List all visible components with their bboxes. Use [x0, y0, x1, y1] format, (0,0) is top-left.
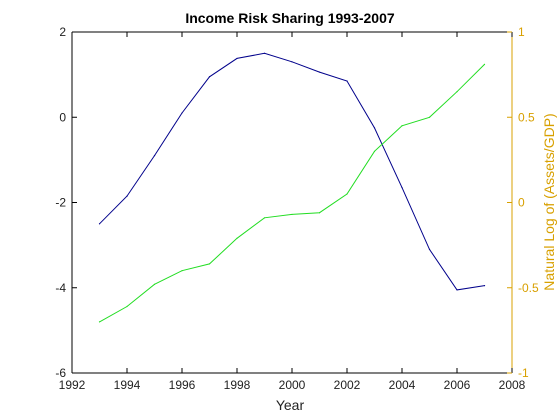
data-point-right [181, 270, 183, 272]
data-point-left [346, 80, 348, 82]
data-point-left [373, 127, 376, 129]
y2-tick-label: -0.5 [518, 281, 539, 295]
y-tick-label: 2 [59, 25, 66, 39]
data-point-right [318, 212, 321, 214]
data-point-left [428, 248, 431, 250]
data-point-left [181, 112, 183, 114]
data-point-right [98, 321, 101, 323]
data-point-left [291, 61, 293, 63]
chart-title: Income Risk Sharing 1993-2007 [185, 10, 395, 26]
data-point-left [126, 195, 128, 197]
x-tick-label: 1998 [224, 378, 251, 392]
y-tick-label: 0 [59, 110, 66, 124]
data-point-right [428, 116, 431, 118]
data-point-right [208, 263, 211, 265]
data-point-right [263, 217, 266, 219]
data-point-right [126, 305, 128, 308]
data-point-right [373, 150, 376, 152]
data-point-left [318, 71, 321, 73]
data-point-left [456, 289, 458, 291]
x-tick-label: 2008 [499, 378, 526, 392]
data-point-left [153, 155, 156, 157]
y2-tick-label: -1 [518, 366, 529, 380]
data-point-left [263, 52, 266, 54]
data-point-right [291, 213, 293, 216]
x-tick-label: 2006 [444, 378, 471, 392]
x-tick-label: 2004 [389, 378, 416, 392]
y2-tick-label: 0.5 [518, 110, 535, 124]
data-point-right [401, 125, 403, 127]
data-point-right [236, 237, 238, 239]
y2-tick-label: 0 [518, 196, 525, 210]
data-point-right [153, 283, 156, 285]
x-tick-label: 1994 [114, 378, 141, 392]
data-point-right [346, 193, 348, 195]
x-tick-label: 1996 [169, 378, 196, 392]
plot-area: 1992 1994 1996 1998 2000 2002 2004 2006 2008 -6 -4… [55, 25, 539, 392]
y2-tick-label: 1 [518, 25, 525, 39]
data-point-left [98, 223, 101, 225]
data-point-right [456, 91, 458, 93]
x-tick-label: 2000 [279, 378, 306, 392]
data-point-right [483, 63, 486, 65]
x-axis-label: Year [276, 397, 305, 413]
right-axis-label: Natural Log of (Assets/GDP) [541, 113, 557, 290]
data-point-left [208, 76, 211, 78]
y-tick-label: -2 [55, 196, 66, 210]
y-tick-label: -6 [55, 366, 66, 380]
y-tick-label: -4 [55, 281, 66, 295]
data-point-left [401, 186, 403, 189]
x-tick-label: 1992 [59, 378, 86, 392]
data-point-left [483, 285, 486, 287]
data-point-left [236, 57, 238, 60]
x-tick-label: 2002 [334, 378, 361, 392]
